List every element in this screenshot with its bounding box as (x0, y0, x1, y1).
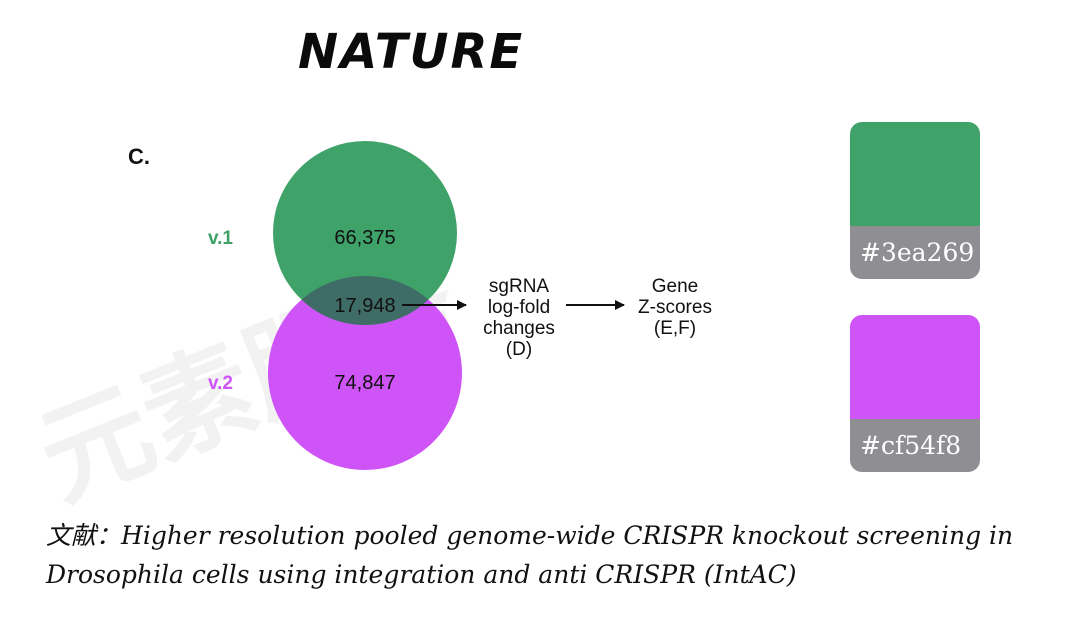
flow-step-zscores: Gene Z-scores (E,F) (638, 276, 712, 339)
count-v1: 66,375 (334, 227, 395, 249)
flow-step-zscores-line: Gene (652, 276, 698, 297)
panel-label: C. (128, 144, 150, 169)
swatch-chip (850, 122, 980, 226)
set-label-v1: v.1 (208, 228, 233, 249)
flow-step-logfold: sgRNA log-fold changes (D) (483, 276, 555, 360)
flow-step-logfold-line: (D) (506, 339, 532, 360)
swatch-hex-label: #3ea269 (850, 226, 980, 279)
flow-step-zscores-line: Z-scores (638, 297, 712, 318)
venn-circle-v1 (273, 141, 457, 325)
count-v2: 74,847 (334, 372, 395, 394)
count-overlap: 17,948 (334, 295, 395, 317)
citation-text: Higher resolution pooled genome-wide CRI… (46, 521, 1014, 589)
brand-logo: NATURE (298, 24, 525, 80)
flow-step-zscores-line: (E,F) (654, 318, 696, 339)
flow-step-logfold-line: changes (483, 318, 555, 339)
citation-prefix: 文献： (46, 521, 122, 550)
swatch-chip (850, 315, 980, 419)
flow-step-logfold-line: sgRNA (489, 276, 550, 297)
flow-step-logfold-line: log-fold (488, 297, 550, 318)
color-swatch-green: #3ea269 (850, 122, 980, 279)
set-label-v2: v.2 (208, 373, 233, 394)
color-swatch-purple: #cf54f8 (850, 315, 980, 472)
citation: 文献：Higher resolution pooled genome-wide … (46, 516, 1056, 594)
swatch-hex-label: #cf54f8 (850, 419, 980, 472)
venn-circle-v2 (268, 276, 462, 470)
